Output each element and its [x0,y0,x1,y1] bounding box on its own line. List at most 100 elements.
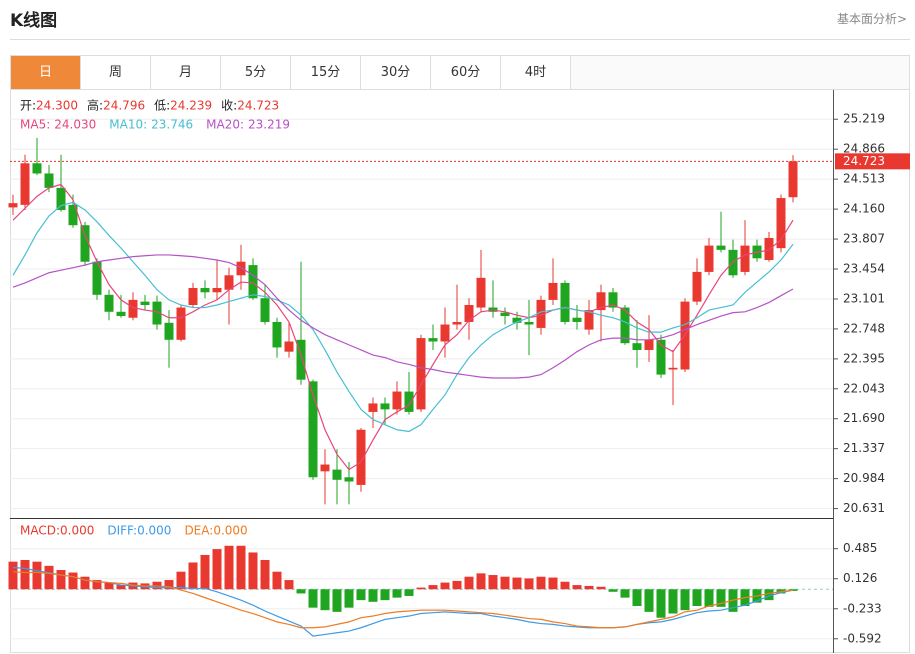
candle-body [560,282,570,322]
legend-text: 24.723 [237,99,279,113]
period-tabs: 日周月 5分 15分 30分 60分 4时 [10,55,910,90]
macd-bar [716,589,726,607]
macd-bar [284,580,294,590]
macd-bar [260,559,270,590]
legend-text: 收: [221,99,237,113]
y-tick-label: 23.807 [843,232,885,246]
macd-bar [512,577,522,590]
macd-bar [476,573,486,590]
candle-body [500,312,510,317]
y-tick-label: 22.395 [843,351,885,365]
macd-bar [236,545,246,590]
candle-body [176,307,186,340]
macd-bar [56,570,66,590]
y-tick-label: 20.631 [843,501,885,515]
candle-body [788,161,798,198]
macd-bar [488,575,498,590]
macd-bar [356,589,366,601]
indicator-line [12,566,794,637]
candle-body [572,317,582,322]
legend-text: DIFF: [107,524,137,538]
period-tab[interactable]: 15分 [291,56,361,89]
macd-bar [704,589,714,607]
candle-body [164,322,174,340]
indicator-line [12,201,794,433]
macd-bar [692,589,702,606]
candle-body [392,391,402,410]
candle-body [656,339,666,375]
macd-bar [92,580,102,590]
indicator-line [12,183,794,471]
candle-body [44,173,54,188]
macd-bar [188,562,198,590]
candle-body [128,299,138,318]
candle-body [692,271,702,302]
macd-bar [560,581,570,590]
y-tick-label: -0.233 [843,601,882,615]
candle-body [20,163,30,205]
indicator-line [12,254,794,379]
macd-bar [668,589,678,614]
candle-body [524,321,534,325]
legend-text: 24.300 [36,99,78,113]
legend-text: MA20: [206,118,244,132]
macd-bar [392,589,402,598]
fundamental-link[interactable]: 基本面分析> [836,12,907,26]
candle-body [536,299,546,328]
macd-bar [584,585,594,590]
macd-bar [308,589,318,608]
macd-bar [464,576,474,590]
candle-body [716,245,726,250]
macd-bar [620,589,630,598]
period-tab[interactable]: 日 [11,56,81,89]
legend-text: 24.239 [170,99,212,113]
y-tick-label: 20.984 [843,471,885,485]
period-tab[interactable]: 30分 [361,56,431,89]
candle-body [452,321,462,325]
candle-body [188,288,198,305]
candle-body [476,277,486,308]
macd-bar [44,565,54,590]
legend-text: DEA: [184,524,213,538]
macd-bar [380,589,390,601]
candle-body [308,381,318,478]
indicator-line [12,571,794,629]
macd-bar [296,589,306,594]
y-tick-label: -0.592 [843,631,882,645]
macd-bar [320,589,330,611]
macd-bar [212,549,222,590]
macd-bar [536,576,546,590]
candle-body [284,341,294,352]
macd-bar [332,589,342,612]
candle-body [740,245,750,272]
candle-body [104,294,114,312]
period-tab[interactable]: 周 [81,56,151,89]
candle-body [404,391,414,412]
period-tab[interactable]: 月 [151,56,221,89]
candle-body [68,204,78,226]
candle-body [296,339,306,380]
candle-body [440,324,450,342]
period-tab[interactable]: 5分 [221,56,291,89]
y-tick-label: 24.513 [843,172,885,186]
candle-body [236,261,246,276]
macd-bar [428,585,438,590]
macd-bar [572,585,582,590]
macd-bar [8,561,18,590]
legend-text: MA5: [20,118,50,132]
candle-body [428,338,438,342]
candle-body [764,237,774,261]
macd-bar [608,589,618,592]
candle-body [548,282,558,300]
period-tab[interactable]: 60分 [431,56,501,89]
candle-body [272,321,282,348]
candle-body [620,307,630,344]
macd-bar [344,589,354,608]
legend-text: 24.030 [54,118,96,132]
y-tick-label: 21.337 [843,441,885,455]
candle-body [596,292,606,311]
period-tab[interactable]: 4时 [501,56,571,89]
candle-body [632,343,642,350]
candle-body [380,403,390,410]
